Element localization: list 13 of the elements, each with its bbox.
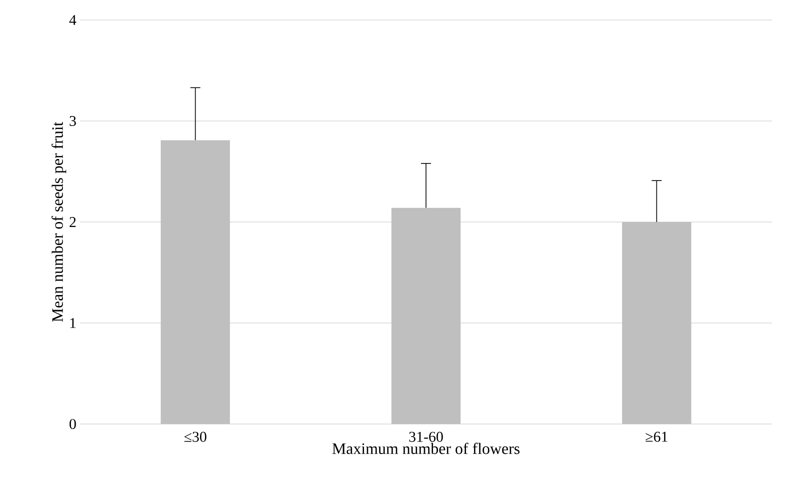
- y-tick-label: 1: [70, 318, 76, 328]
- x-tick-label: 31-60: [409, 432, 443, 442]
- y-tick-label: 0: [70, 418, 76, 430]
- x-tick-label: ≤30: [184, 432, 206, 442]
- y-tick-label: 2: [70, 217, 76, 227]
- x-tick-label: ≥61: [646, 432, 668, 442]
- y-tick-label: 4: [69, 15, 76, 25]
- bar: [391, 208, 461, 424]
- y-axis-title: Mean number of seeds per fruit: [52, 122, 66, 322]
- y-tick-label: 3: [70, 116, 76, 126]
- bar: [622, 222, 692, 424]
- bar: [160, 140, 230, 424]
- x-axis-title: Maximum number of flowers: [332, 442, 520, 454]
